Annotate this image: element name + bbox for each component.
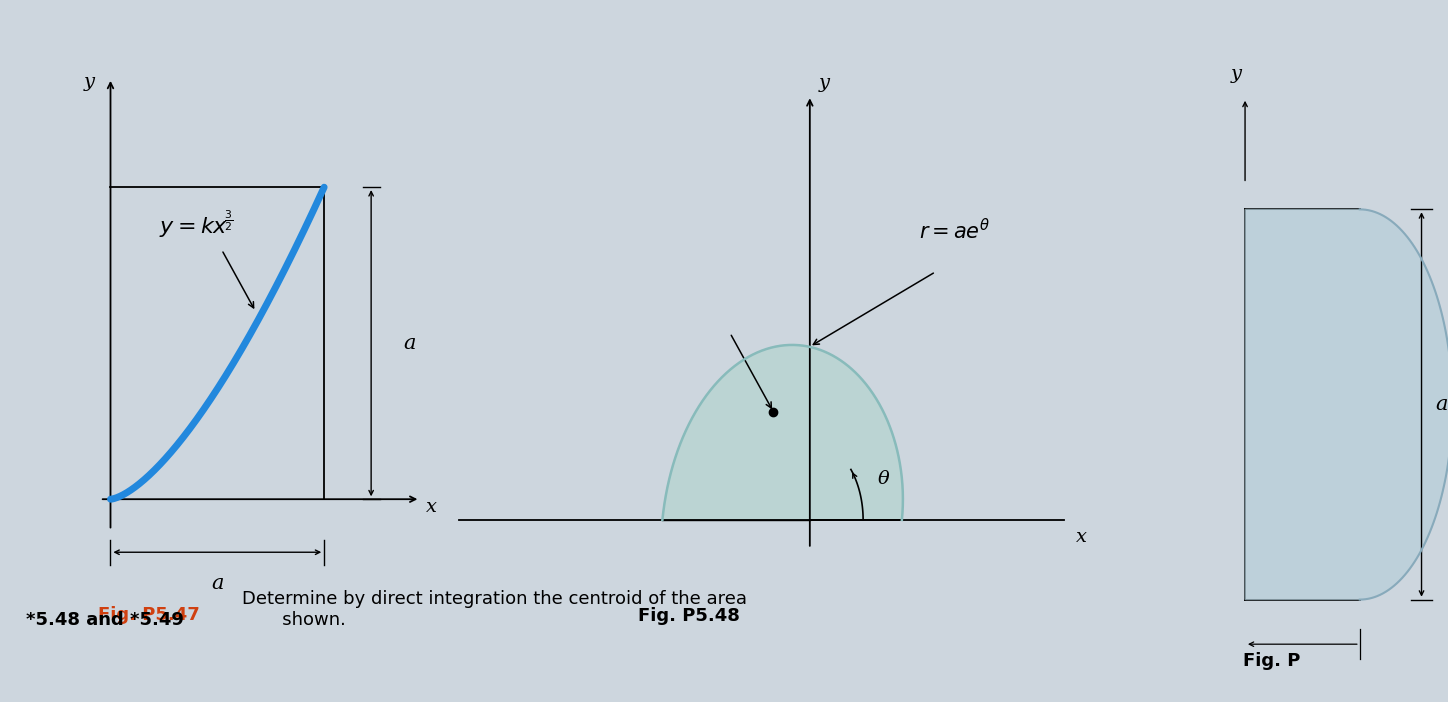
Text: Fig. P5.48: Fig. P5.48 [637, 607, 740, 625]
Text: Fig. P5.47: Fig. P5.47 [98, 606, 200, 623]
Text: $y = kx^{\!\frac{3}{2}}$: $y = kx^{\!\frac{3}{2}}$ [159, 209, 233, 240]
Text: Determine by direct integration the centroid of the area
       shown.: Determine by direct integration the cent… [242, 590, 747, 629]
Text: a: a [404, 333, 416, 352]
Polygon shape [1245, 209, 1448, 600]
Text: x: x [1076, 527, 1086, 545]
Text: a: a [1435, 395, 1448, 414]
Text: $r = ae^{\theta}$: $r = ae^{\theta}$ [919, 218, 990, 244]
Text: x: x [426, 498, 436, 516]
Text: y: y [820, 74, 830, 92]
Text: y: y [84, 74, 94, 91]
Text: Fig. P: Fig. P [1242, 652, 1300, 670]
Text: θ: θ [877, 470, 889, 488]
Text: y: y [1231, 65, 1242, 84]
Text: a: a [211, 574, 223, 593]
Polygon shape [662, 345, 904, 520]
Text: *5.48 and *5.49: *5.48 and *5.49 [26, 611, 184, 629]
